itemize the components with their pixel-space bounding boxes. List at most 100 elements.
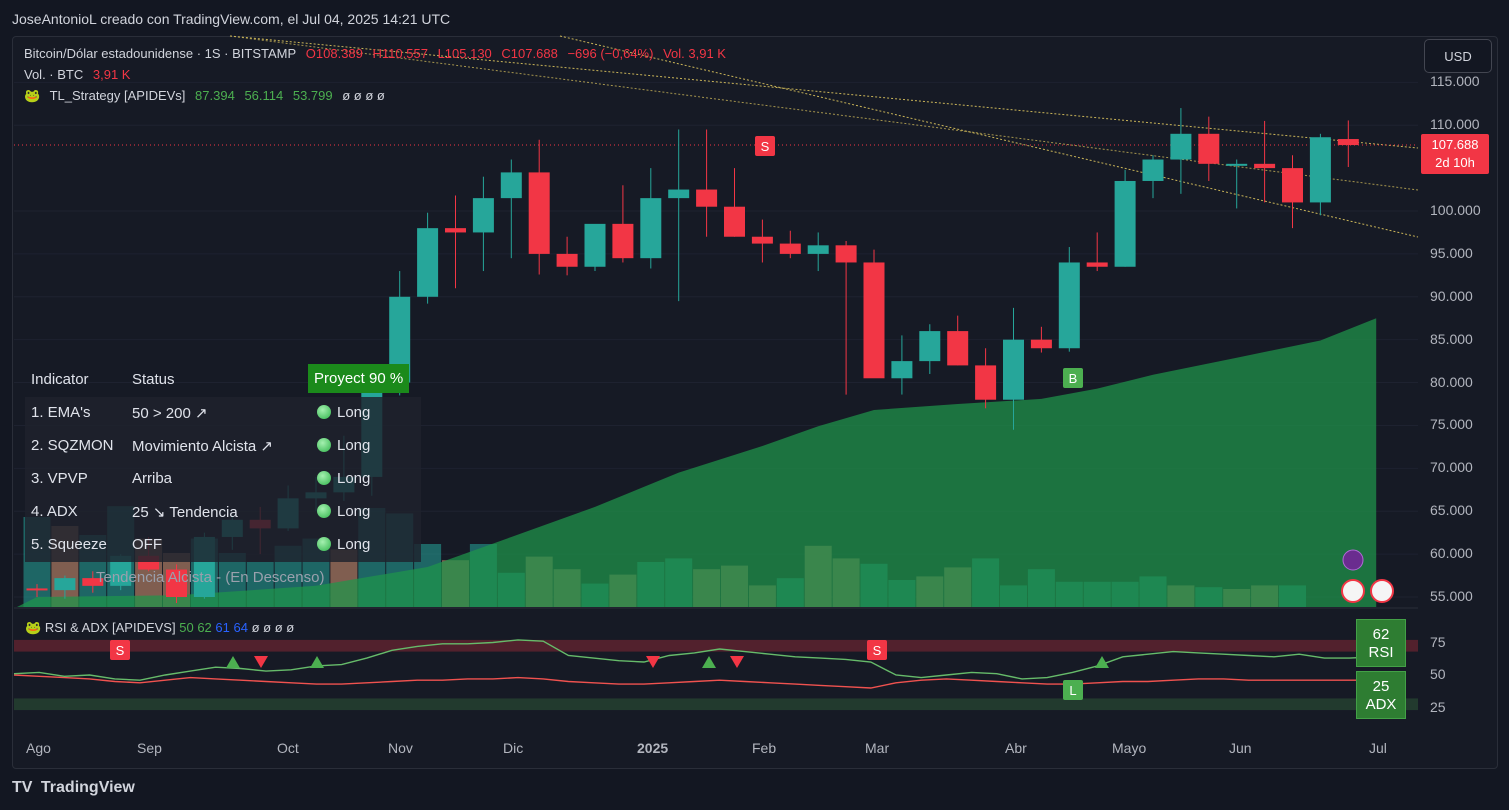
tradingview-logo-icon: TV (12, 779, 33, 796)
open-value: O108.389 (305, 46, 363, 61)
rsi-sell-marker-box (110, 640, 130, 660)
frog-icon: 🐸 (25, 620, 42, 635)
rsi-axis-label: 25 (1430, 698, 1446, 715)
low-value: L105.130 (437, 46, 492, 61)
time-axis-label: Abr (1005, 740, 1027, 756)
volume-legend-value: 3,91 K (92, 67, 131, 82)
green-dot-icon (317, 504, 331, 518)
price-axis-label: 110.000 (1430, 116, 1480, 133)
rsi-overbought-band (14, 639, 1418, 652)
frog-icon: 🐸 (24, 88, 41, 103)
candle-body (947, 331, 969, 366)
brand-logo[interactable]: TV TradingView (12, 779, 135, 797)
adx-line (13, 674, 1400, 689)
channel-lower-line (559, 35, 1419, 238)
ema-200-area (17, 318, 1377, 607)
header-status: Status (132, 371, 175, 388)
time-axis-label: Mayo (1112, 740, 1147, 756)
indicator-name: 4. ADX (31, 503, 78, 520)
indicator-status: Movimiento Alcista ↗ (132, 438, 273, 455)
candle-body (1114, 180, 1136, 267)
rsi-long-marker-box (1063, 680, 1083, 700)
indicator-signal: Long (317, 536, 370, 553)
rsi-long-marker-text: L (1069, 683, 1076, 698)
rsi-legend: 🐸 RSI & ADX [APIDEVS] 50 62 61 64 ø ø ø … (25, 620, 294, 636)
trend-footer: Tendencia Alcista - (En Descenso) (96, 569, 325, 586)
time-axis-label: Nov (388, 740, 413, 756)
volume-value: Vol. 3,91 K (663, 46, 726, 61)
candle-body (166, 569, 187, 597)
price-axis-label: 75.000 (1430, 416, 1473, 433)
green-dot-icon (317, 405, 331, 419)
time-axis-label: Oct (277, 740, 299, 756)
indicator-status: 25 ↘ Tendencia (132, 504, 238, 521)
rsi-legend-value-2: 62 (197, 620, 212, 635)
candle-body (668, 189, 690, 199)
us-flag-icon (1341, 579, 1365, 603)
symbol-name[interactable]: Bitcoin/Dólar estadounidense · 1S · BITS… (24, 46, 297, 61)
indicator-signal: Long (317, 470, 370, 487)
header-projection: Proyect 90 % (308, 364, 410, 393)
indicator-row: 5. Squeeze OFF Long (25, 529, 421, 562)
candle-body (54, 578, 76, 591)
time-axis-label: Mar (865, 740, 890, 756)
indicator-signal: Long (317, 404, 370, 421)
candle-body (556, 253, 578, 267)
indicator-row: 3. VPVP Arriba Long (25, 463, 421, 496)
green-dot-icon (317, 438, 331, 452)
last-price-tag: 107.688 2d 10h (1421, 134, 1489, 174)
strategy-value-3: 53.799 (292, 88, 333, 103)
bar-countdown: 2d 10h (1435, 155, 1475, 170)
green-dot-icon (317, 471, 331, 485)
high-value: H110.557 (372, 46, 428, 61)
strategy-label[interactable]: TL_Strategy [APIDEVs] (49, 88, 186, 103)
candle-body (1282, 168, 1303, 203)
buy-signal-marker-text: B (1069, 371, 1078, 386)
candle-body (612, 223, 634, 259)
candle-body (863, 262, 885, 379)
lightning-icon (1342, 549, 1364, 571)
candle-body (807, 245, 829, 254)
rsi-badge-label: RSI (1368, 644, 1394, 661)
rsi-sell-marker-box (867, 640, 887, 660)
volume-legend: Vol. · BTC 3,91 K (24, 67, 136, 82)
time-axis-label: Sep (137, 740, 162, 756)
triangle-up-icon (226, 656, 240, 668)
candle-body (1254, 163, 1276, 169)
indicator-name: 3. VPVP (31, 470, 88, 487)
candle-body (82, 578, 104, 586)
strategy-value-2: 56.114 (244, 88, 284, 103)
rsi-sell-marker-text: S (116, 643, 125, 658)
indicator-status: 50 > 200 ↗ (132, 405, 208, 422)
price-axis-label: 80.000 (1430, 373, 1473, 390)
candle-body (751, 236, 773, 244)
triangle-down-icon (730, 656, 744, 668)
indicator-row: 4. ADX 25 ↘ Tendencia Long (25, 496, 421, 529)
rsi-legend-value-3: 61 (215, 620, 230, 635)
indicator-table: Indicator Status Proyect 90 % 1. EMA's 5… (25, 364, 421, 562)
indicator-row: 1. EMA's 50 > 200 ↗ Long (25, 397, 421, 430)
rsi-axis-label: 50 (1430, 666, 1446, 682)
rsi-legend-label[interactable]: RSI & ADX [APIDEVS] (44, 620, 176, 635)
candle-body (110, 555, 132, 586)
last-price: 107.688 (1431, 137, 1479, 152)
close-value: C107.688 (501, 46, 558, 61)
candle-body (417, 228, 439, 297)
triangle-down-icon (254, 656, 268, 668)
currency-button[interactable]: USD (1424, 39, 1492, 73)
price-axis-label: 60.000 (1430, 545, 1473, 562)
candle-body (975, 365, 997, 400)
rsi-value-badge: 62 RSI (1356, 619, 1406, 667)
candle-body (891, 361, 913, 379)
rsi-axis-label: 75 (1430, 633, 1446, 650)
price-axis-label: 65.000 (1430, 502, 1473, 519)
volume-label[interactable]: Vol. · BTC (24, 67, 84, 82)
candle-body (389, 296, 411, 383)
indicator-name: 2. SQZMON (31, 437, 114, 454)
chart-credit: JoseAntonioL creado con TradingView.com,… (12, 11, 451, 27)
indicator-row: 2. SQZMON Movimiento Alcista ↗ Long (25, 430, 421, 463)
indicator-name: 5. Squeeze (31, 536, 107, 553)
strategy-legend: 🐸 TL_Strategy [APIDEVs] 87.394 56.114 53… (24, 88, 391, 104)
